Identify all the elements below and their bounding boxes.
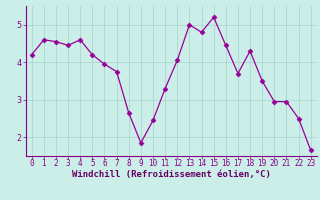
X-axis label: Windchill (Refroidissement éolien,°C): Windchill (Refroidissement éolien,°C) — [72, 170, 271, 179]
